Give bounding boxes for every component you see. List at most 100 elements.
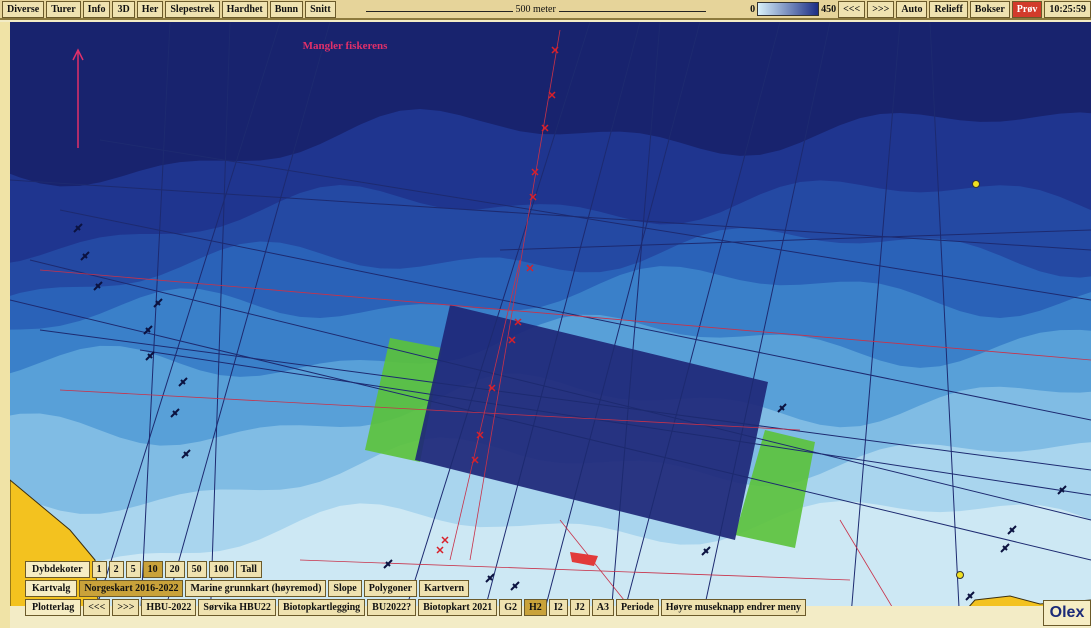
panel-title: Plotterlag (25, 599, 82, 616)
red-line (299, 559, 851, 581)
toolbar-button[interactable]: >>> (867, 0, 895, 18)
track-line (210, 22, 231, 606)
toolbar-button[interactable]: Diverse (2, 0, 45, 18)
panel-button[interactable]: Kartvern (419, 580, 470, 597)
sea (10, 22, 1091, 606)
toolbar-button[interactable]: Turer (46, 0, 81, 18)
depth-band (10, 501, 1091, 606)
panel-button[interactable]: Marine grunnkart (høyremod) (185, 580, 327, 597)
station-mark (471, 456, 479, 464)
panel-title: Kartvalg (25, 580, 78, 597)
panel-button[interactable]: I2 (548, 599, 568, 616)
track-line (59, 209, 1091, 421)
red-line (839, 519, 893, 606)
track-line (99, 139, 1091, 301)
map-label: Mangler fiskerens (303, 40, 389, 52)
panel-button[interactable]: 5 (125, 561, 141, 578)
toolbar-button[interactable]: Info (82, 0, 111, 18)
boat-mark (178, 377, 188, 387)
boat-mark (1057, 485, 1067, 495)
toolbar-button[interactable]: Bunn (269, 0, 304, 18)
depth-min: 0 (750, 3, 756, 15)
panel-button[interactable]: <<< (83, 599, 111, 616)
track-line (851, 22, 901, 606)
panel-button[interactable]: Biotopkartlegging (277, 599, 366, 616)
panel-button[interactable]: Norgeskart 2016-2022 (79, 580, 184, 597)
boat-mark (1007, 525, 1017, 535)
track-line (406, 22, 591, 606)
yellow-point (956, 571, 964, 579)
boat-mark (485, 573, 495, 583)
station-mark (488, 384, 496, 392)
station-mark (531, 168, 539, 176)
toolbar-button[interactable]: Hardhet (221, 0, 268, 18)
panel-button[interactable]: 10 (142, 561, 163, 578)
panel-button[interactable]: Polygoner (363, 580, 418, 597)
top-toolbar: Diverse Turer Info 3D Her Slepestrek Hardhet Bu… (0, 0, 1091, 20)
track-line (545, 22, 701, 606)
panel-button[interactable]: A3 (591, 599, 614, 616)
scale-bar: 500 meter (365, 3, 706, 15)
depth-panel: Dybdekoter 1 2 5 10 20 50 100 Tall (25, 561, 262, 578)
panel-button[interactable]: 1 (91, 561, 107, 578)
toolbar-button[interactable]: Slepestrek (165, 0, 220, 18)
clock: 10:25:59 (1044, 0, 1091, 18)
red-line (59, 389, 801, 431)
boat-mark (143, 325, 153, 335)
panel-button[interactable]: 100 (208, 561, 234, 578)
panel-button[interactable]: 50 (186, 561, 207, 578)
station-mark (436, 546, 444, 554)
track-line (485, 22, 641, 606)
panel-button[interactable]: HBU-2022 (141, 599, 197, 616)
toolbar-button[interactable]: <<< (838, 0, 866, 18)
boat-mark (777, 403, 787, 413)
boat-mark (701, 546, 711, 556)
station-mark (508, 336, 516, 344)
panel-button[interactable]: J2 (569, 599, 590, 616)
panel-button[interactable]: 20 (164, 561, 185, 578)
toolbar-button[interactable]: Prøv (1011, 0, 1043, 18)
panel-button[interactable]: 2 (108, 561, 124, 578)
coord-strip (0, 22, 10, 628)
chart-panel: Kartvalg Norgeskart 2016-2022 Marine grunn… (25, 580, 470, 597)
toolbar-button[interactable]: Her (136, 0, 164, 18)
track-line (29, 259, 1091, 521)
track-line (96, 22, 281, 606)
depth-max: 450 (821, 3, 837, 15)
yellow-point (972, 180, 980, 188)
north-arrow-head (72, 48, 84, 61)
panel-button[interactable]: Periode (615, 599, 659, 616)
station-mark (541, 124, 549, 132)
toolbar-button[interactable]: 3D (112, 0, 135, 18)
track-line (704, 22, 831, 606)
panel-button[interactable]: H2 (524, 599, 547, 616)
panel-title: Dybdekoter (25, 561, 90, 578)
station-mark (526, 264, 534, 272)
panel-button[interactable]: Tall (235, 561, 262, 578)
boat-mark (965, 591, 975, 601)
station-mark (529, 193, 537, 201)
red-line (469, 29, 561, 561)
panel-button[interactable]: Høyre museknapp endrer meny (660, 599, 807, 616)
panel-button[interactable]: Sørvika HBU22 (198, 599, 276, 616)
toolbar-button[interactable]: Snitt (305, 0, 336, 18)
track-line (139, 349, 1091, 496)
panel-button[interactable]: BU2022? (367, 599, 417, 616)
toolbar-button[interactable]: Bokser (969, 0, 1010, 18)
track-line (165, 22, 331, 606)
track-line (611, 22, 661, 606)
panel-button[interactable]: Slope (328, 580, 362, 597)
green-area (735, 430, 815, 548)
track-line (140, 22, 171, 606)
toolbar-button[interactable]: Relieff (929, 0, 968, 18)
red-marker (570, 552, 598, 566)
panel-button[interactable]: >>> (112, 599, 140, 616)
toolbar-button[interactable]: Auto (896, 0, 928, 18)
track-line (10, 299, 1091, 561)
boat-mark (170, 408, 180, 418)
panel-button[interactable]: Biotopkart 2021 (418, 599, 498, 616)
panel-button[interactable]: G2 (499, 599, 523, 616)
depth-gradient (757, 2, 820, 16)
scale-text: 500 meter (512, 3, 559, 15)
